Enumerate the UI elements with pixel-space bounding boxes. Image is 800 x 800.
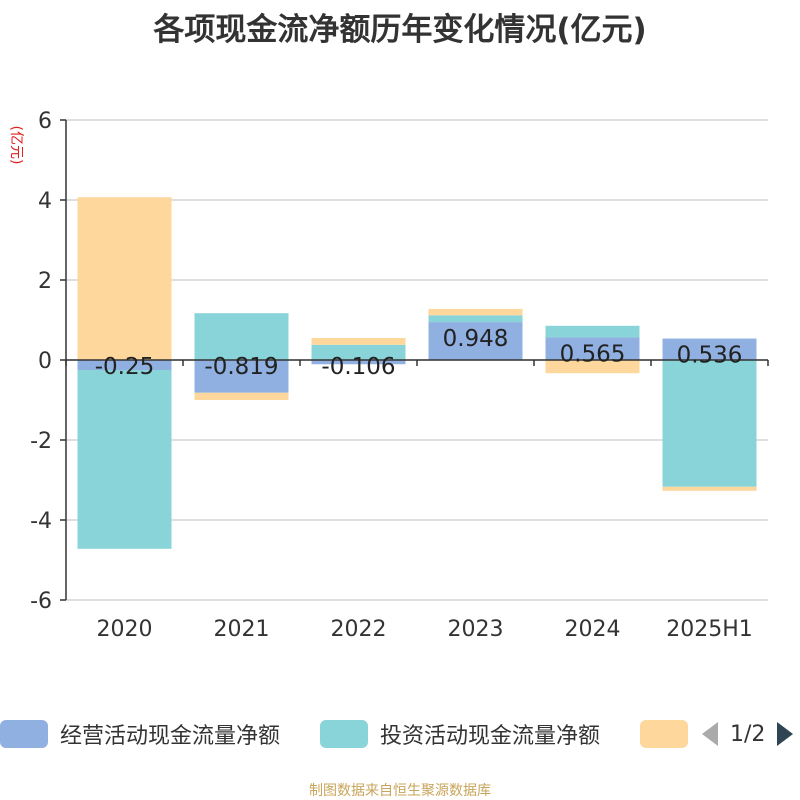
chart-title: 各项现金流净额历年变化情况(亿元) [153,12,647,48]
legend-item-financing[interactable] [640,712,700,756]
data-label: -0.819 [204,354,278,380]
legend-item-investing[interactable]: 投资活动现金流量净额 [320,712,600,756]
bar-investing [662,360,757,487]
bar-financing [662,486,757,491]
bar-operating [428,322,523,360]
source-note: 制图数据来自恒生聚源数据库 [309,783,491,799]
bar-investing [311,344,406,360]
x-tick-label: 2024 [565,617,621,642]
x-tick-label: 2021 [214,617,270,642]
bar-financing [311,338,406,345]
data-label: -0.106 [321,354,395,380]
legend-label-operating: 经营活动现金流量净额 [60,724,281,749]
bar-financing [545,360,640,374]
y-tick-label: -2 [30,429,52,454]
data-label: 0.565 [560,341,626,367]
data-label: 0.536 [677,343,743,369]
pager-prev-icon[interactable] [702,722,718,746]
bar-investing [194,313,289,360]
x-tick-label: 2025H1 [666,617,753,642]
y-axis-label: (亿元) [8,126,24,165]
y-tick-label: -6 [30,589,52,614]
legend-swatch-financing [640,720,688,748]
bar-operating [77,360,172,370]
y-tick-label: 2 [38,269,52,294]
data-label: -0.25 [95,354,155,380]
legend: 经营活动现金流量净额 投资活动现金流量净额 1/2 [0,712,800,756]
bar-financing [194,392,289,400]
y-tick-label: 4 [38,189,52,214]
legend-item-operating[interactable]: 经营活动现金流量净额 [0,712,280,756]
legend-label-investing: 投资活动现金流量净额 [380,724,601,749]
y-tick-label: 6 [38,109,52,134]
bar-operating [311,360,406,365]
x-tick-label: 2020 [97,617,153,642]
bar-investing [545,325,640,338]
bar-operating [662,338,757,360]
legend-swatch-operating [0,720,48,748]
legend-swatch-investing [320,720,368,748]
legend-pager: 1/2 [702,712,794,756]
bar-operating [194,360,289,393]
y-tick-label: 0 [38,349,52,374]
bar-investing [77,370,172,549]
bar-investing [428,315,523,323]
data-label: 0.948 [443,326,509,352]
x-tick-label: 2022 [331,617,387,642]
bar-financing [428,308,523,316]
bar-operating [545,337,640,360]
pager-next-icon[interactable] [777,722,794,746]
pager-indicator: 1/2 [730,721,766,747]
x-tick-label: 2023 [448,617,504,642]
y-tick-label: -4 [30,509,52,534]
bar-financing [77,197,172,360]
